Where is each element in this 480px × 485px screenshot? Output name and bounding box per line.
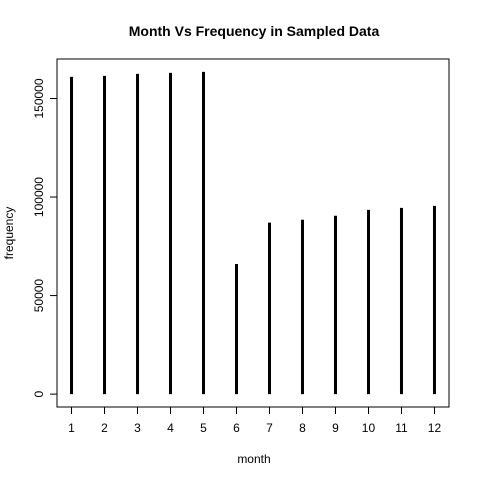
y-axis: 0 50000 100000 150000 bbox=[32, 78, 58, 397]
x-tick-label-11: 11 bbox=[395, 421, 408, 435]
x-tick-label-9: 9 bbox=[332, 421, 339, 435]
x-tick-label-6: 6 bbox=[233, 421, 240, 435]
x-tick-label-7: 7 bbox=[266, 421, 273, 435]
bars-layer bbox=[70, 71, 436, 395]
y-tick-label-0: 0 bbox=[32, 390, 46, 397]
x-tick-label-10: 10 bbox=[362, 421, 376, 435]
x-tick-label-12: 12 bbox=[428, 421, 442, 435]
x-tick-label-5: 5 bbox=[200, 421, 207, 435]
x-tick-label-3: 3 bbox=[134, 421, 141, 435]
y-axis-label: frequency bbox=[2, 207, 16, 260]
y-tick-label-150000: 150000 bbox=[32, 78, 46, 118]
x-tick-label-1: 1 bbox=[68, 421, 75, 435]
x-axis-label: month bbox=[237, 452, 270, 466]
y-tick-label-100000: 100000 bbox=[32, 177, 46, 217]
x-axis: 1 2 3 4 5 6 7 8 9 10 11 12 bbox=[68, 406, 442, 435]
chart-title: Month Vs Frequency in Sampled Data bbox=[129, 23, 380, 39]
x-tick-label-2: 2 bbox=[101, 421, 108, 435]
x-tick-label-4: 4 bbox=[167, 421, 174, 435]
y-tick-label-50000: 50000 bbox=[32, 279, 46, 313]
x-tick-label-8: 8 bbox=[299, 421, 306, 435]
